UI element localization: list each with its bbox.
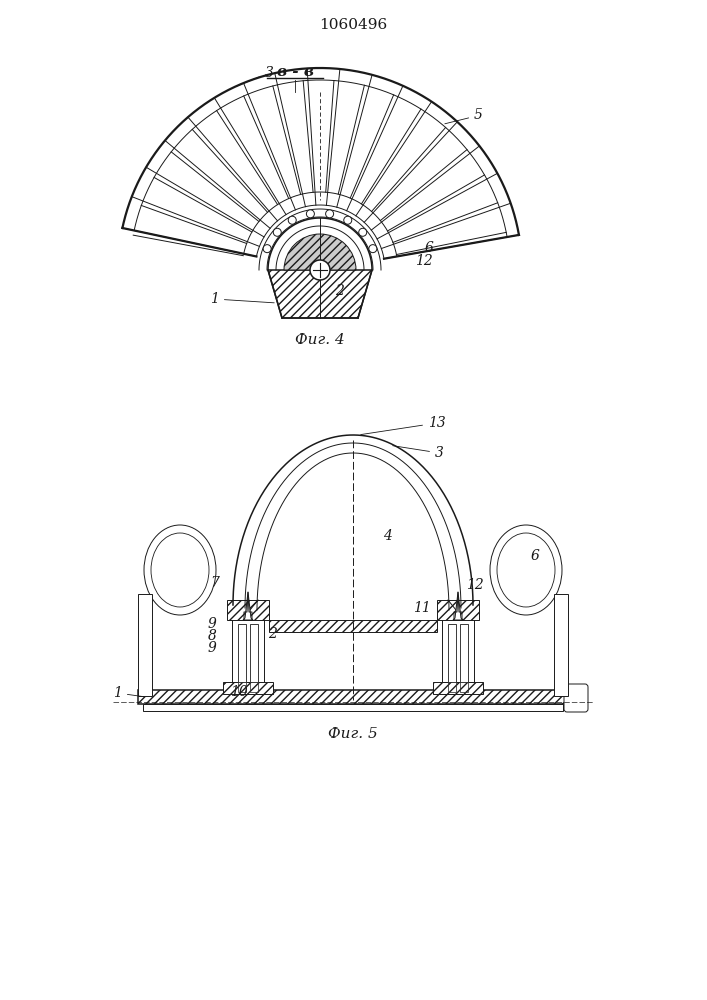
FancyBboxPatch shape (564, 684, 588, 712)
Bar (460, 682, 468, 692)
Wedge shape (284, 234, 356, 270)
Ellipse shape (497, 533, 555, 607)
Bar (238, 682, 246, 692)
Circle shape (306, 210, 315, 218)
Bar (138, 594, 152, 696)
Text: 7: 7 (210, 576, 219, 590)
Bar (250, 682, 258, 692)
Text: 9: 9 (208, 641, 217, 655)
Circle shape (369, 245, 377, 253)
Text: 2: 2 (335, 284, 344, 298)
Text: 12: 12 (466, 578, 484, 592)
Ellipse shape (490, 525, 562, 615)
Polygon shape (243, 592, 253, 620)
Text: 3: 3 (392, 446, 444, 460)
Text: 11: 11 (413, 601, 431, 615)
Text: 1: 1 (113, 686, 144, 700)
Bar (269, 620, 437, 632)
Text: 6: 6 (425, 241, 434, 255)
Text: Фиг. 4: Фиг. 4 (295, 333, 345, 347)
Bar (238, 624, 246, 682)
Text: 12: 12 (415, 254, 433, 268)
Text: 6: 6 (531, 549, 540, 563)
Text: 5: 5 (445, 108, 483, 124)
Text: 1060496: 1060496 (319, 18, 387, 32)
Text: Фиг. 5: Фиг. 5 (328, 727, 378, 741)
Circle shape (263, 245, 271, 253)
Text: 1: 1 (210, 292, 274, 306)
Bar (227, 600, 269, 620)
Bar (460, 624, 468, 682)
Bar (250, 624, 258, 682)
Text: 10: 10 (230, 685, 247, 699)
Text: 2: 2 (268, 627, 277, 641)
Circle shape (344, 216, 352, 224)
Ellipse shape (151, 533, 209, 607)
Text: 13: 13 (361, 416, 445, 435)
Circle shape (288, 216, 296, 224)
Text: 8: 8 (208, 629, 217, 643)
Text: 3: 3 (238, 66, 274, 86)
Bar (448, 682, 456, 692)
Bar (223, 682, 273, 694)
Text: 9: 9 (208, 617, 217, 631)
Circle shape (326, 210, 334, 218)
Bar (433, 682, 483, 694)
Text: в - в: в - в (276, 65, 313, 79)
Bar (138, 690, 568, 704)
Polygon shape (453, 592, 463, 620)
Circle shape (310, 260, 330, 280)
Circle shape (358, 228, 367, 236)
Bar (554, 594, 568, 696)
Ellipse shape (144, 525, 216, 615)
Circle shape (274, 228, 281, 236)
Bar (143, 704, 563, 711)
Bar (448, 624, 456, 682)
Bar (232, 602, 264, 682)
Bar (437, 600, 479, 620)
Text: 4: 4 (383, 529, 392, 543)
Bar (442, 602, 474, 682)
